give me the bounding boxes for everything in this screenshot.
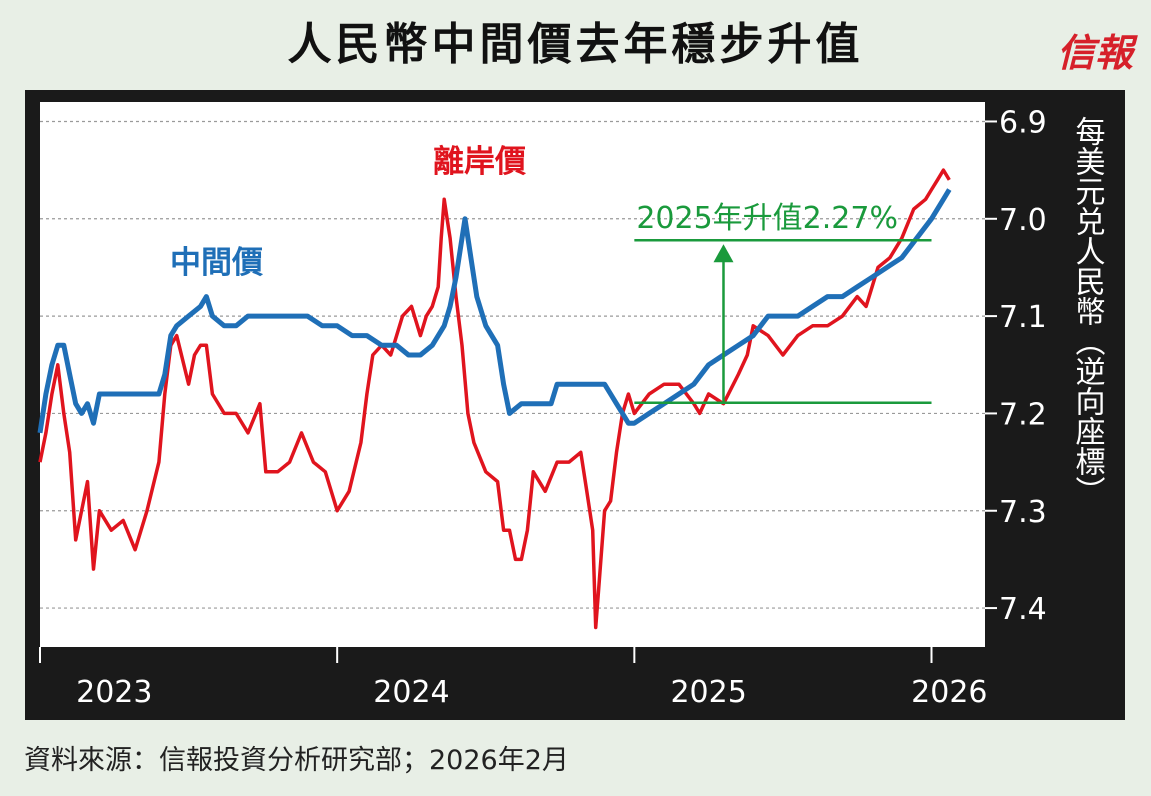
publisher-logo: 信報 bbox=[1056, 30, 1133, 75]
y-axis-label: 每美元兑人民幣（逆向座標） bbox=[1070, 116, 1106, 506]
source-note: 資料來源：信報投資分析研究部；2026年2月 bbox=[24, 745, 569, 776]
series-line bbox=[37, 188, 952, 434]
y-tick-label: 7.3 bbox=[999, 495, 1047, 530]
annotation: 2025年升值2.27% bbox=[634, 201, 932, 404]
series-label-mid: 中間價 bbox=[170, 245, 263, 281]
annotation-arrow-head bbox=[713, 244, 734, 263]
x-tick-label: 2024 bbox=[373, 675, 449, 710]
x-tick-label: 2023 bbox=[76, 675, 152, 710]
y-tick-label: 6.9 bbox=[999, 105, 1047, 140]
plot-area bbox=[40, 102, 985, 647]
line-chart: 6.9 7.0 7.1 7.2 7.3 7.4 2023 2024 2025 2026 2025年… bbox=[37, 102, 1106, 710]
y-tick-label: 7.4 bbox=[999, 592, 1047, 627]
chart-title: 人民幣中間價去年穩步升值 bbox=[287, 19, 864, 70]
grid-lines bbox=[40, 120, 985, 609]
series-line bbox=[38, 168, 951, 630]
x-tick-label: 2025 bbox=[670, 675, 746, 710]
series-lines bbox=[37, 168, 952, 630]
annotation-label: 2025年升值2.27% bbox=[636, 201, 898, 236]
x-tick-label: 2026 bbox=[911, 675, 987, 710]
y-tick-label: 7.2 bbox=[999, 397, 1047, 432]
axis-ticks: 6.9 7.0 7.1 7.2 7.3 7.4 2023 2024 2025 2026 bbox=[39, 105, 1047, 710]
y-tick-label: 7.0 bbox=[999, 203, 1047, 238]
y-tick-label: 7.1 bbox=[999, 300, 1047, 335]
series-label-offshore: 離岸價 bbox=[433, 144, 526, 180]
